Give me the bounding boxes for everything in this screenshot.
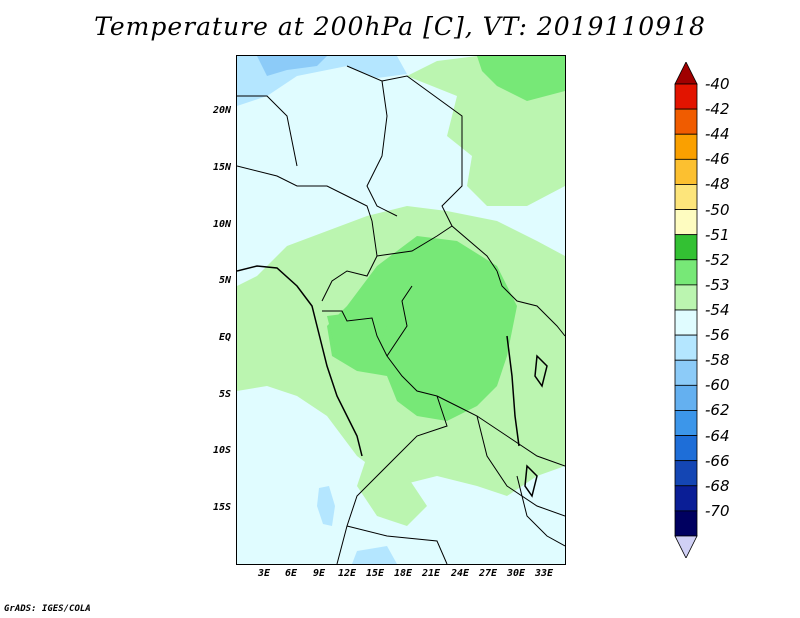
colorbar-level-label: -56 bbox=[705, 326, 730, 345]
region-minus-52-ne bbox=[477, 56, 565, 101]
colorbar-box bbox=[674, 334, 698, 361]
colorbar-level-label: -42 bbox=[705, 100, 730, 119]
colorbar-box bbox=[674, 259, 698, 286]
colorbar-box bbox=[674, 158, 698, 185]
colorbar-level-label: -53 bbox=[705, 275, 730, 294]
colorbar-level-label: -60 bbox=[705, 376, 730, 395]
colorbar-arrow-bottom bbox=[674, 535, 698, 558]
lat-label: EQ bbox=[218, 332, 231, 343]
colorbar-level-label: -40 bbox=[705, 75, 730, 93]
lon-label: 12E bbox=[338, 568, 357, 579]
colorbar-level-label: -51 bbox=[705, 225, 730, 244]
credit-text: GrADS: IGES/COLA bbox=[4, 604, 91, 614]
colorbar-level-label: -68 bbox=[705, 476, 730, 495]
colorbar-level-label: -64 bbox=[705, 426, 730, 445]
colorbar-box bbox=[674, 485, 698, 512]
colorbar-box bbox=[674, 108, 698, 135]
lon-label: 9E bbox=[313, 568, 326, 579]
lon-label: 6E bbox=[285, 568, 298, 579]
region-minus-52-central bbox=[327, 236, 517, 421]
colorbar-box bbox=[674, 435, 698, 462]
colorbar-level-label: -46 bbox=[705, 150, 730, 169]
lat-label: 20N bbox=[212, 105, 231, 116]
lon-label: 33E bbox=[535, 568, 554, 579]
lat-label: 10N bbox=[212, 219, 231, 230]
lat-label: 5N bbox=[218, 275, 231, 286]
colorbar-box bbox=[674, 309, 698, 336]
lon-label: 15E bbox=[366, 568, 385, 579]
colorbar-box bbox=[674, 133, 698, 160]
colorbar-box bbox=[674, 510, 698, 537]
region-minus-52-west bbox=[327, 311, 387, 366]
colorbar-level-label: -50 bbox=[705, 200, 730, 219]
lon-label: 24E bbox=[451, 568, 470, 579]
colorbar-box bbox=[674, 460, 698, 487]
chart-title: Temperature at 200hPa [C], VT: 201911091… bbox=[94, 12, 706, 41]
region-minus-56-south bbox=[317, 486, 335, 526]
region-minus-53-south bbox=[357, 456, 427, 526]
colorbar-box bbox=[674, 359, 698, 386]
temperature-field bbox=[237, 56, 565, 564]
lat-label: 5S bbox=[218, 389, 231, 400]
colorbar-box bbox=[674, 209, 698, 236]
colorbar-level-label: -58 bbox=[705, 351, 730, 370]
colorbar-box bbox=[674, 410, 698, 436]
colorbar-box bbox=[674, 234, 698, 261]
colorbar-level-label: -54 bbox=[705, 301, 730, 319]
lon-label: 30E bbox=[507, 568, 526, 579]
lat-label: 10S bbox=[212, 445, 231, 456]
lat-label: 15N bbox=[212, 162, 231, 173]
colorbar bbox=[674, 62, 698, 558]
colorbar-level-label: -62 bbox=[705, 401, 730, 420]
colorbar-level-label: -66 bbox=[705, 451, 730, 470]
colorbar-box bbox=[674, 384, 698, 411]
lon-label: 27E bbox=[479, 568, 498, 579]
country-borders bbox=[237, 65, 565, 564]
region-minus-58 bbox=[257, 56, 327, 76]
map-panel bbox=[236, 55, 566, 565]
colorbar-level-label: -44 bbox=[705, 125, 730, 144]
colorbar-level-label: -70 bbox=[705, 501, 730, 520]
lon-label: 21E bbox=[422, 568, 441, 579]
colorbar-level-label: -52 bbox=[705, 250, 730, 269]
lat-label: 15S bbox=[212, 502, 231, 513]
colorbar-box bbox=[674, 284, 698, 311]
colorbar-box bbox=[674, 83, 698, 110]
lon-label: 3E bbox=[258, 568, 271, 579]
colorbar-level-label: -48 bbox=[705, 175, 730, 194]
lon-label: 18E bbox=[394, 568, 413, 579]
colorbar-arrow-top bbox=[674, 62, 698, 85]
coastlines bbox=[237, 265, 548, 498]
region-minus-56-se bbox=[352, 546, 397, 564]
colorbar-box bbox=[674, 184, 698, 210]
